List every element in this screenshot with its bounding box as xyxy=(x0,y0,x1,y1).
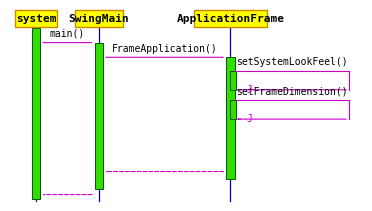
Bar xyxy=(230,71,236,90)
Text: setSystemLookFeel(): setSystemLookFeel() xyxy=(236,57,347,67)
Text: main(): main() xyxy=(50,29,85,39)
Bar xyxy=(194,10,267,27)
Text: FrameApplication(): FrameApplication() xyxy=(112,43,218,54)
Bar xyxy=(227,57,235,179)
Bar xyxy=(75,10,123,27)
Text: system: system xyxy=(16,14,56,23)
Text: SwingMain: SwingMain xyxy=(68,14,129,24)
Bar xyxy=(15,10,57,27)
Text: J: J xyxy=(246,85,252,95)
Text: J: J xyxy=(246,114,252,124)
Bar xyxy=(95,43,103,189)
Bar xyxy=(230,100,236,119)
Text: setFrameDimension(): setFrameDimension() xyxy=(236,87,347,96)
Text: ApplicationFrame: ApplicationFrame xyxy=(176,14,285,24)
Bar xyxy=(32,28,40,199)
